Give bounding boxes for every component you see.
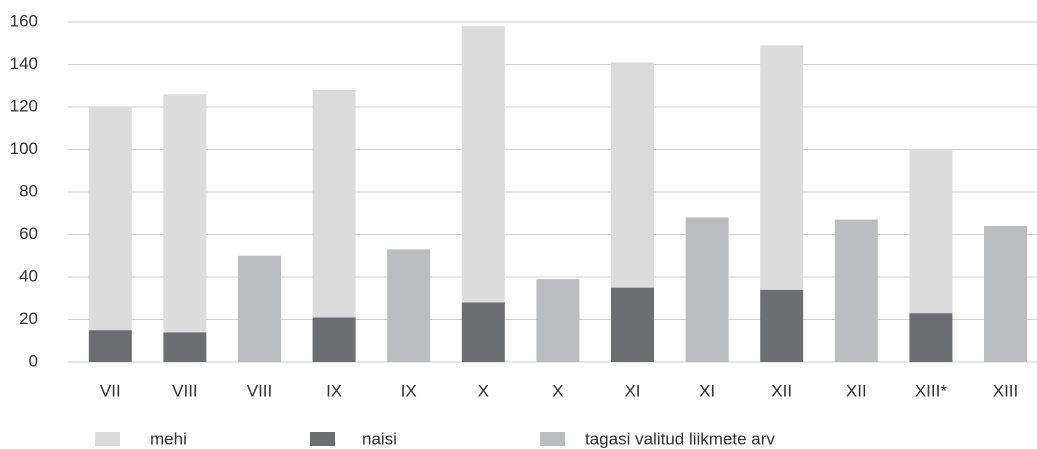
bar-segment [88, 107, 132, 331]
bar [536, 279, 580, 362]
bar-segment [88, 330, 132, 362]
legend-swatch [310, 432, 335, 446]
bar-segment [312, 317, 356, 362]
bar-segment [760, 289, 804, 362]
y-tick-label: 40 [19, 266, 38, 285]
legend-label: mehi [150, 429, 187, 448]
x-tick-label: XII [771, 381, 792, 400]
bar [387, 249, 431, 362]
bar-segment [312, 90, 356, 318]
y-tick-label: 160 [10, 11, 38, 30]
bar-segment [461, 26, 505, 303]
x-tick-label: XI [699, 381, 715, 400]
x-tick-label: XIII [993, 381, 1019, 400]
legend-swatch [95, 432, 120, 446]
bar [984, 226, 1027, 362]
x-tick-label: X [478, 381, 489, 400]
bar-segment [760, 45, 804, 290]
x-tick-label: XIII* [915, 381, 948, 400]
y-tick-label: 80 [19, 181, 38, 200]
bar-segment [611, 62, 654, 288]
x-tick-label: IX [401, 381, 417, 400]
x-tick-label: XII [846, 381, 867, 400]
y-tick-label: 100 [10, 139, 38, 158]
bar-segment [611, 287, 654, 362]
bar [685, 217, 729, 362]
bar-segment [461, 302, 505, 362]
bar [834, 219, 878, 362]
y-tick-label: 20 [19, 309, 38, 328]
bar-segment [163, 94, 207, 333]
x-tick-label: VII [100, 381, 121, 400]
x-tick-label: XI [624, 381, 640, 400]
y-tick-label: 140 [10, 54, 38, 73]
x-tick-label: VIII [172, 381, 198, 400]
x-tick-label: X [552, 381, 563, 400]
legend-label: tagasi valitud liikmete arv [585, 429, 775, 448]
x-tick-label: IX [326, 381, 342, 400]
bar-segment [909, 313, 953, 362]
legend-swatch [540, 432, 565, 446]
y-tick-label: 60 [19, 224, 38, 243]
y-tick-label: 120 [10, 96, 38, 115]
bar-segment [909, 149, 953, 314]
bar [238, 255, 281, 362]
y-tick-label: 0 [29, 351, 38, 370]
bar-segment [163, 332, 207, 362]
legend-label: naisi [362, 429, 397, 448]
x-tick-label: VIII [247, 381, 273, 400]
